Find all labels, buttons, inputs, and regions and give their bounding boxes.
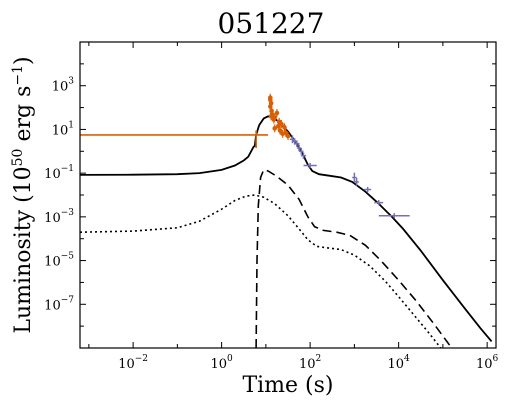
orange-data-point bbox=[282, 124, 287, 130]
y-axis-label: Luminosity (1050 erg s−1) bbox=[10, 56, 36, 333]
orange-data-point bbox=[277, 128, 283, 133]
model-curve-dotted bbox=[79, 194, 442, 349]
observed-data bbox=[80, 93, 410, 219]
chart-title: 051227 bbox=[218, 7, 325, 40]
orange-data-point bbox=[268, 114, 274, 119]
x-axis-label: Time (s) bbox=[242, 373, 333, 398]
orange-data-point bbox=[274, 110, 280, 116]
axis-ticks: 10−2 100 102 104 106 10−7 10−5 10−3 10−1 101 103 bbox=[44, 41, 499, 372]
x-tick-label: 100 bbox=[210, 354, 233, 372]
y-tick-label: 101 bbox=[52, 120, 74, 138]
orange-data-point bbox=[285, 133, 291, 139]
x-tick-label: 10−2 bbox=[118, 354, 148, 372]
model-curves bbox=[79, 115, 493, 349]
orange-data-point bbox=[279, 121, 284, 127]
orange-data-point bbox=[272, 126, 278, 131]
x-tick-label: 102 bbox=[299, 354, 321, 372]
y-tick-label: 10−5 bbox=[44, 252, 74, 270]
orange-data-point bbox=[271, 117, 277, 122]
model-curve-solid bbox=[79, 115, 493, 342]
y-tick-label: 10−7 bbox=[44, 295, 74, 313]
y-tick-label: 10−3 bbox=[44, 208, 74, 226]
y-tick-label: 103 bbox=[52, 77, 75, 95]
x-tick-label: 106 bbox=[476, 354, 499, 372]
orange-data-point bbox=[283, 130, 289, 136]
y-tick-label: 10−1 bbox=[44, 164, 74, 182]
plot-frame bbox=[79, 41, 497, 349]
x-tick-label: 104 bbox=[387, 354, 410, 372]
model-curve-dashed bbox=[255, 168, 453, 349]
